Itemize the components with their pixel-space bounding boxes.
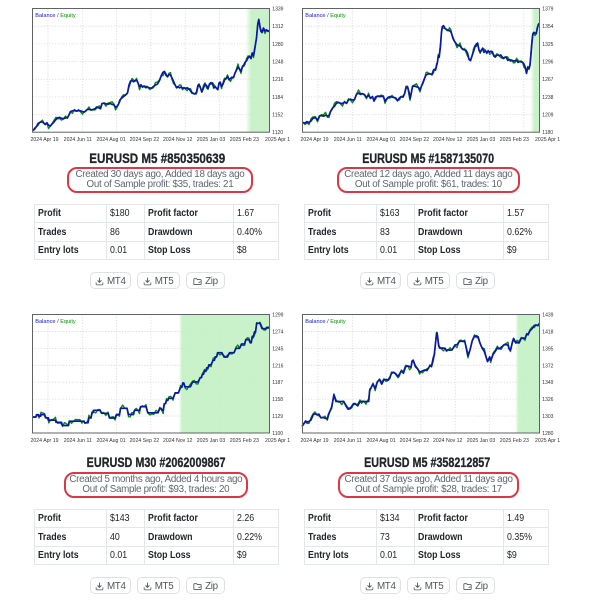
svg-text:1326: 1326	[542, 397, 553, 403]
svg-text:Balance / Equity: Balance / Equity	[35, 319, 76, 325]
svg-text:1129: 1129	[272, 414, 283, 420]
svg-text:1339: 1339	[272, 7, 283, 13]
svg-text:2025 Jan 03: 2025 Jan 03	[197, 438, 226, 444]
svg-text:Balance / Equity: Balance / Equity	[305, 13, 346, 19]
svg-text:2025 Apr 1: 2025 Apr 1	[535, 137, 560, 143]
svg-text:1280: 1280	[272, 42, 283, 48]
svg-text:1180: 1180	[542, 130, 553, 136]
svg-text:2024 Nov 12: 2024 Nov 12	[163, 137, 193, 143]
svg-text:1379: 1379	[542, 7, 553, 13]
svg-text:2025 Jan 03: 2025 Jan 03	[467, 137, 496, 143]
svg-text:2025 Jan 03: 2025 Jan 03	[197, 137, 226, 143]
svg-text:1248: 1248	[272, 60, 283, 66]
svg-text:2024 Sep 22: 2024 Sep 22	[130, 137, 160, 143]
svg-text:2024 Nov 12: 2024 Nov 12	[163, 438, 193, 444]
svg-text:2024 Apr 19: 2024 Apr 19	[301, 137, 329, 143]
svg-text:1209: 1209	[542, 113, 553, 119]
svg-text:2025 Feb 23: 2025 Feb 23	[500, 438, 529, 444]
svg-text:2024 Nov 12: 2024 Nov 12	[433, 137, 463, 143]
svg-text:1100: 1100	[272, 431, 283, 437]
svg-text:2024 Sep 22: 2024 Sep 22	[130, 438, 160, 444]
svg-text:1418: 1418	[542, 329, 553, 335]
svg-text:2025 Jan 03: 2025 Jan 03	[467, 438, 496, 444]
svg-text:1120: 1120	[272, 130, 283, 136]
svg-text:2024 Jun 11: 2024 Jun 11	[64, 137, 92, 143]
svg-text:2024 Nov 12: 2024 Nov 12	[433, 438, 463, 444]
svg-text:1216: 1216	[272, 363, 283, 369]
svg-text:1238: 1238	[542, 95, 553, 101]
svg-text:2025 Feb 23: 2025 Feb 23	[500, 137, 529, 143]
svg-text:1354: 1354	[542, 24, 553, 30]
svg-text:1372: 1372	[542, 363, 553, 369]
svg-text:1152: 1152	[272, 113, 283, 119]
svg-text:2024 Apr 19: 2024 Apr 19	[301, 438, 329, 444]
svg-text:2024 Jun 11: 2024 Jun 11	[334, 438, 362, 444]
svg-text:2025 Feb 23: 2025 Feb 23	[230, 438, 259, 444]
svg-text:2024 Aug 01: 2024 Aug 01	[367, 438, 396, 444]
svg-text:2024 Sep 22: 2024 Sep 22	[400, 137, 430, 143]
svg-text:2024 Jun 11: 2024 Jun 11	[64, 438, 92, 444]
svg-text:1158: 1158	[272, 397, 283, 403]
svg-text:2024 Jun 11: 2024 Jun 11	[334, 137, 362, 143]
svg-text:1274: 1274	[272, 329, 283, 335]
svg-text:2024 Aug 01: 2024 Aug 01	[97, 438, 126, 444]
svg-text:1280: 1280	[542, 431, 553, 437]
svg-text:1349: 1349	[542, 380, 553, 386]
svg-text:2025 Feb 23: 2025 Feb 23	[230, 137, 259, 143]
svg-text:1184: 1184	[272, 95, 283, 101]
svg-text:2024 Aug 01: 2024 Aug 01	[97, 137, 126, 143]
svg-text:2024 Sep 22: 2024 Sep 22	[400, 438, 430, 444]
svg-text:1439: 1439	[542, 313, 553, 319]
svg-text:2024 Aug 01: 2024 Aug 01	[367, 137, 396, 143]
svg-text:2024 Apr 19: 2024 Apr 19	[31, 137, 59, 143]
svg-text:1325: 1325	[542, 42, 553, 48]
svg-text:2025 Apr 1: 2025 Apr 1	[535, 438, 560, 444]
svg-text:Balance / Equity: Balance / Equity	[305, 319, 346, 325]
svg-text:2025 Apr 1: 2025 Apr 1	[265, 137, 290, 143]
svg-text:1312: 1312	[272, 24, 283, 30]
svg-text:1187: 1187	[272, 380, 283, 386]
svg-text:1245: 1245	[272, 346, 283, 352]
svg-text:2024 Apr 19: 2024 Apr 19	[31, 438, 59, 444]
svg-text:Balance / Equity: Balance / Equity	[35, 13, 76, 19]
svg-text:1267: 1267	[542, 77, 553, 83]
svg-text:1303: 1303	[542, 414, 553, 420]
svg-text:1216: 1216	[272, 77, 283, 83]
svg-text:1299: 1299	[272, 313, 283, 319]
svg-text:1296: 1296	[542, 60, 553, 66]
svg-text:2025 Apr 1: 2025 Apr 1	[265, 438, 290, 444]
svg-text:1395: 1395	[542, 346, 553, 352]
